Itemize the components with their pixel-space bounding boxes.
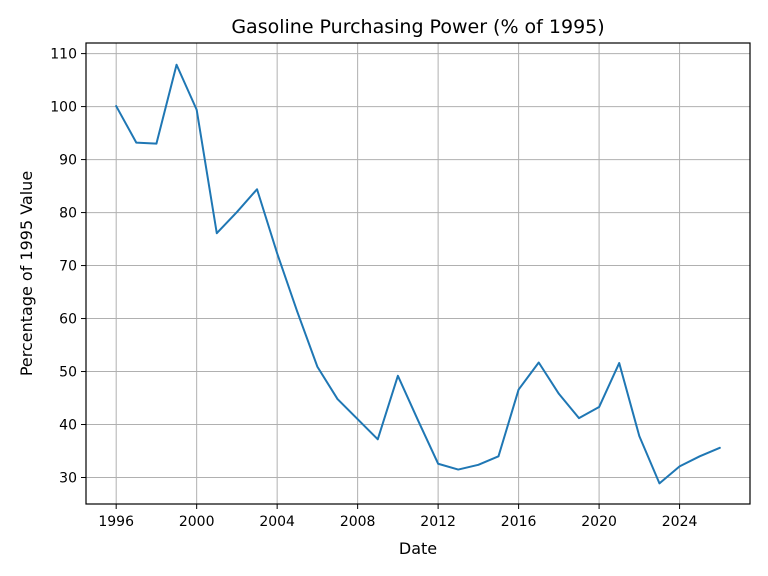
data-point <box>356 418 359 421</box>
y-tick-label: 90 <box>59 153 77 169</box>
data-point <box>558 392 560 395</box>
x-axis-label: Date <box>399 539 437 558</box>
chart-title: Gasoline Purchasing Power (% of 1995) <box>231 16 604 38</box>
data-point <box>517 388 520 391</box>
y-tick-label: 60 <box>59 312 77 328</box>
data-point <box>376 438 379 441</box>
data-point <box>296 310 299 313</box>
data-point <box>658 482 661 485</box>
y-tick-label: 80 <box>59 206 77 222</box>
data-point <box>417 419 419 422</box>
data-point <box>598 406 600 408</box>
data-point <box>578 417 580 419</box>
plot-frame <box>85 42 751 505</box>
x-tick-label: 2024 <box>662 514 698 530</box>
x-tick-label: 2008 <box>340 514 376 530</box>
y-axis-label: Percentage of 1995 Value <box>17 171 36 376</box>
data-point <box>195 108 198 111</box>
data-point <box>115 105 117 107</box>
data-point <box>256 188 258 191</box>
y-tick-label: 70 <box>59 259 77 275</box>
data-point <box>336 398 339 400</box>
data-point <box>175 63 178 66</box>
x-tick-label: 2020 <box>581 514 617 530</box>
data-point <box>698 455 701 458</box>
data-point <box>457 468 460 471</box>
y-tick-label: 30 <box>59 471 77 487</box>
x-tick-label: 2004 <box>259 514 295 530</box>
data-point <box>638 435 641 437</box>
y-tick-label: 110 <box>50 47 77 63</box>
ticks: 1996 2000 2004 2008 2012 2016 2020 2024 30 40 50 60… <box>50 47 697 530</box>
data-point <box>618 362 621 364</box>
x-tick-label: 2016 <box>501 514 537 530</box>
data-point <box>497 455 500 458</box>
data-point <box>276 252 278 255</box>
data-point <box>537 361 540 364</box>
data-point <box>215 232 218 235</box>
y-tick-label: 100 <box>50 100 77 116</box>
data-point <box>135 141 138 144</box>
data-point <box>316 365 319 368</box>
data-point <box>397 374 399 377</box>
data-point <box>155 142 158 145</box>
series-layer <box>115 63 721 485</box>
x-tick-label: 2012 <box>420 514 456 530</box>
y-tick-label: 50 <box>59 365 77 381</box>
x-tick-label: 1996 <box>98 514 134 530</box>
data-point <box>678 465 681 468</box>
data-point <box>719 447 721 449</box>
data-point <box>236 211 238 213</box>
y-tick-label: 40 <box>59 418 77 434</box>
grid <box>86 43 750 504</box>
data-point <box>437 462 439 465</box>
x-tick-label: 2000 <box>179 514 215 530</box>
data-point <box>477 463 480 466</box>
